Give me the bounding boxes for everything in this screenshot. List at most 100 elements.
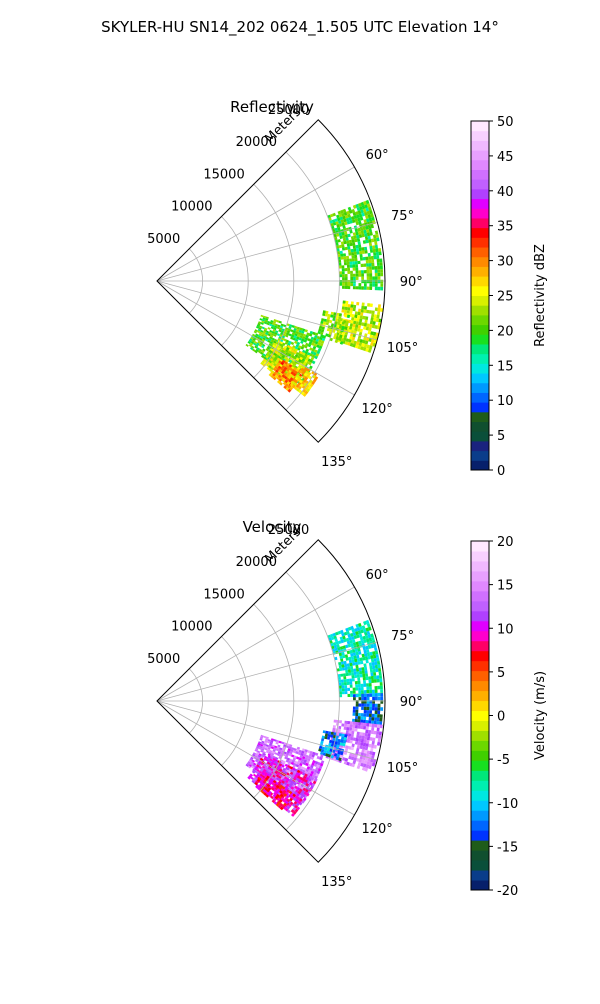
colorbar-tick-label: 5 <box>497 429 505 444</box>
echo-cell <box>274 356 278 360</box>
echo-cell <box>373 720 377 725</box>
echo-cell <box>365 659 369 664</box>
echo-cell <box>261 360 266 364</box>
echo-cell <box>352 721 356 725</box>
echo-cell <box>269 336 273 340</box>
echo-cell <box>374 230 379 235</box>
echo-cell <box>260 734 264 738</box>
echo-cell <box>366 210 371 215</box>
echo-cell <box>296 796 301 801</box>
echo-cell <box>359 206 363 211</box>
reflectivity-echoes <box>245 199 384 397</box>
colorbar-swatch <box>471 373 489 384</box>
echo-cell <box>254 345 258 349</box>
echo-cell <box>266 792 271 796</box>
echo-cell <box>280 361 285 366</box>
echo-cell <box>300 367 305 372</box>
colorbar-swatch <box>471 810 489 821</box>
echo-cell <box>277 783 281 787</box>
echo-cell <box>266 346 270 350</box>
echo-cell <box>308 753 313 757</box>
echo-cell <box>259 773 264 777</box>
echo-cell <box>339 280 343 283</box>
colorbar-tick-label: 30 <box>497 255 514 270</box>
echo-cell <box>255 785 259 789</box>
echo-cell <box>287 328 291 332</box>
echo-cell <box>371 313 375 318</box>
echo-cell <box>380 689 383 693</box>
echo-cell <box>293 356 297 360</box>
echo-cell <box>355 641 359 646</box>
echo-cell <box>352 333 357 338</box>
echo-cell <box>359 674 363 678</box>
echo-cell <box>256 347 260 351</box>
echo-cell <box>357 725 361 729</box>
echo-cell <box>261 354 265 359</box>
echo-cell <box>366 686 370 690</box>
echo-cell <box>341 667 346 671</box>
azimuth-tick-label: 60° <box>366 148 389 163</box>
echo-cell <box>271 759 275 763</box>
echo-cell <box>296 378 301 382</box>
echo-cell <box>363 753 367 757</box>
echo-cell <box>263 361 268 366</box>
echo-cell <box>271 776 275 780</box>
echo-cell <box>332 317 336 322</box>
echo-cell <box>355 706 359 710</box>
echo-cell <box>348 762 353 767</box>
echo-cell <box>270 326 274 330</box>
echo-cell <box>304 329 308 333</box>
echo-cell <box>324 747 328 751</box>
azimuth-spoke <box>156 221 378 282</box>
echo-cell <box>358 273 362 277</box>
echo-cell <box>348 746 352 750</box>
echo-cell <box>266 358 270 362</box>
echo-cell <box>357 741 361 746</box>
echo-cell <box>356 765 361 770</box>
echo-cell <box>261 320 265 324</box>
echo-cell <box>351 672 355 676</box>
echo-cell <box>331 219 336 223</box>
colorbar-swatch <box>471 150 489 161</box>
echo-cell <box>287 342 291 346</box>
echo-cell <box>267 361 271 366</box>
echo-cell <box>287 385 291 389</box>
echo-cell <box>310 336 314 340</box>
echo-cell <box>349 310 353 314</box>
range-tick-label: 10000 <box>171 620 212 635</box>
echo-cell <box>281 764 285 768</box>
echo-cell <box>320 740 324 744</box>
echo-cell <box>350 665 354 670</box>
echo-cell <box>294 325 298 329</box>
echo-cell <box>341 688 345 692</box>
echo-cell <box>372 693 375 697</box>
echo-cell <box>360 263 364 268</box>
echo-cell <box>374 307 378 312</box>
echo-cell <box>330 734 334 738</box>
echo-cell <box>355 712 359 717</box>
echo-cell <box>343 240 347 245</box>
echo-cell <box>285 332 290 336</box>
echo-cell <box>367 645 372 649</box>
echo-cell <box>293 762 297 767</box>
echo-cell <box>279 359 283 363</box>
echo-cell <box>374 707 378 711</box>
echo-cell <box>347 643 352 648</box>
echo-cell <box>363 649 367 654</box>
echo-cell <box>342 320 347 324</box>
echo-cell <box>378 731 382 736</box>
echo-cell <box>365 316 369 321</box>
echo-cell <box>365 743 369 747</box>
echo-cell <box>374 689 378 693</box>
echo-cell <box>311 342 315 346</box>
echo-cell <box>252 348 256 352</box>
echo-cell <box>295 777 300 782</box>
echo-cell <box>372 234 377 239</box>
echo-cell <box>363 309 367 313</box>
echo-cell <box>371 755 375 760</box>
colorbar-swatch <box>471 353 489 364</box>
echo-cell <box>276 767 281 771</box>
echo-cell <box>372 276 375 280</box>
echo-cell <box>273 319 277 322</box>
echo-cell <box>369 286 373 290</box>
